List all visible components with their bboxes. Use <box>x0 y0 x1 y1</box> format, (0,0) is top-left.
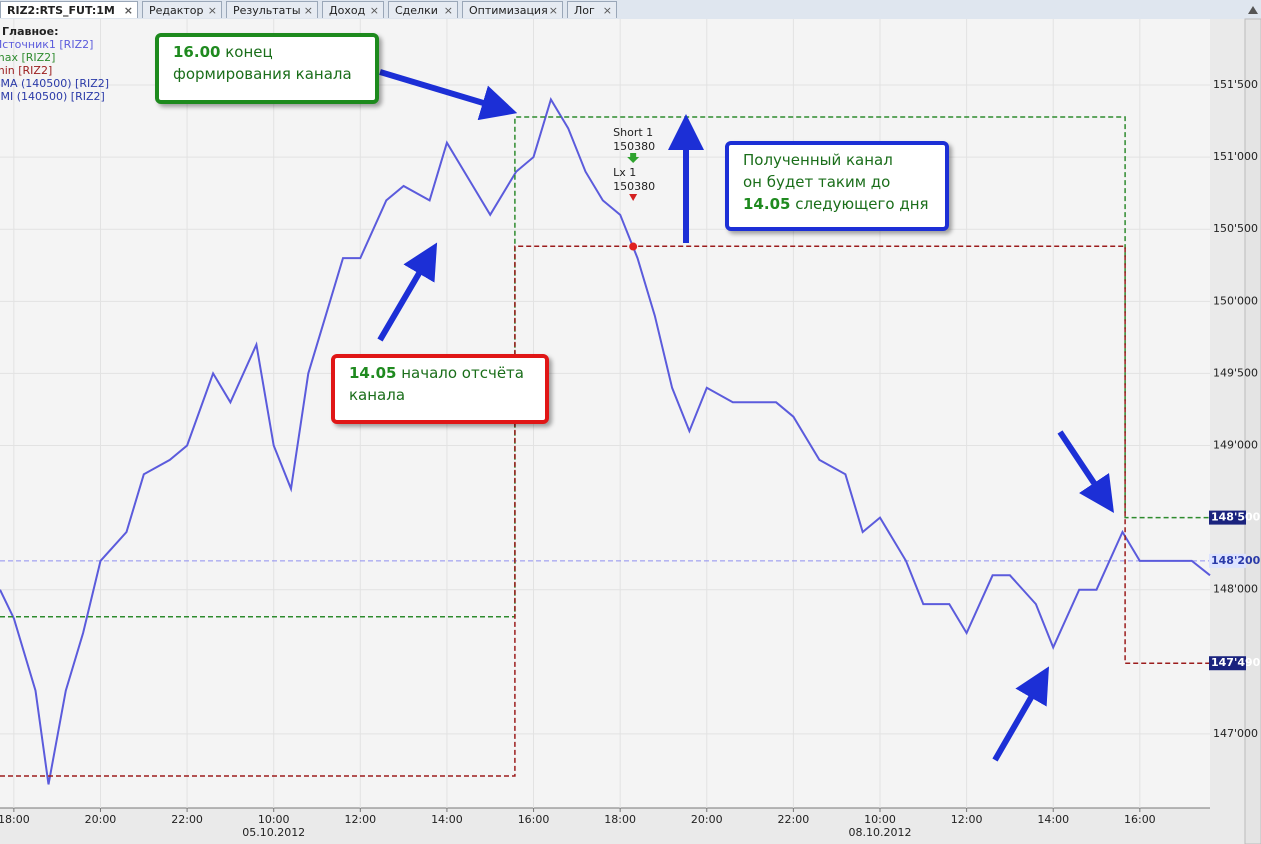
plot-area <box>0 19 1210 808</box>
arrow <box>377 242 438 342</box>
x-tick-label: 12:00 <box>951 813 983 826</box>
date-label: 05.10.2012 <box>242 826 305 839</box>
tab-label: Сделки <box>395 4 438 17</box>
tab-bar: RIZ2:RTS_FUT:1M × Редактор × Результаты × Дохо… <box>0 0 1261 20</box>
tab-label: Лог <box>574 4 595 17</box>
close-tab[interactable]: × <box>369 4 379 17</box>
tab-label: Оптимизация <box>469 4 548 17</box>
annotation: Полученный канал он будет таким до 14.05 с… <box>725 141 949 231</box>
tab-label: Результаты <box>233 4 301 17</box>
price-box <box>1209 656 1246 671</box>
annotation-line: 16.00 конец <box>173 41 361 63</box>
annotation-text: канала <box>349 386 406 404</box>
x-tick-label: 22:00 <box>171 813 203 826</box>
price-axis <box>1210 19 1245 844</box>
annotation-line: формирования канала <box>173 63 361 85</box>
price-box <box>1209 553 1246 568</box>
x-tick-label: 12:00 <box>344 813 376 826</box>
trade-arrow <box>627 153 640 163</box>
x-tick-label: 10:00 <box>258 813 290 826</box>
price-line <box>0 97 1211 785</box>
arrow <box>379 69 518 121</box>
close-tab[interactable]: × <box>443 4 453 17</box>
tab[interactable]: Редактор × <box>142 1 222 18</box>
x-tick-label: 20:00 <box>85 813 117 826</box>
tab[interactable]: Результаты × <box>226 1 318 18</box>
annotation: 16.00 конец формирования канала <box>155 33 379 104</box>
annotation-text: 16.00 <box>173 43 221 61</box>
y-tick-label: 151'500 <box>1213 78 1258 91</box>
legend-item: Источник1 [RIZ2] <box>0 38 93 51</box>
annotation-text: он будет таким до <box>743 173 891 191</box>
x-tick-label: 14:00 <box>1037 813 1069 826</box>
legend-item: DMA (140500) [RIZ2] <box>0 77 109 90</box>
close-tab[interactable]: × <box>303 4 313 17</box>
x-tick-label: 10:00 <box>864 813 896 826</box>
annotation-line: 14.05 следующего дня <box>743 193 931 215</box>
trade-label: Lx 1 <box>613 166 636 179</box>
annotation-text: начало отсчёта <box>396 364 524 382</box>
y-tick-label: 151'000 <box>1213 150 1258 163</box>
legend-heading: Главное: <box>2 25 58 38</box>
price-box <box>1209 510 1246 525</box>
x-tick-label: 16:00 <box>1124 813 1156 826</box>
annotation-text: Полученный канал <box>743 151 893 169</box>
y-tick-label: 148'000 <box>1213 583 1258 596</box>
annotation-text: формирования канала <box>173 65 352 83</box>
tab-label: Редактор <box>149 4 204 17</box>
annotation-line: он будет таким до <box>743 171 931 193</box>
x-tick-label: 18:00 <box>0 813 30 826</box>
arrow <box>992 666 1049 762</box>
tab[interactable]: Сделки × <box>388 1 458 18</box>
price-mark-label: 147'490 <box>1211 656 1261 669</box>
scroll-up[interactable] <box>1248 6 1258 14</box>
price-mark-label: 148'200 <box>1211 554 1261 567</box>
trade-price: 150380 <box>613 140 655 153</box>
annotation-text: 14.05 <box>349 364 397 382</box>
tab[interactable]: Оптимизация × <box>462 1 563 18</box>
tab[interactable]: Лог × <box>567 1 617 18</box>
scrollbar[interactable] <box>1244 18 1261 844</box>
tab[interactable]: RIZ2:RTS_FUT:1M × <box>0 1 138 18</box>
legend-item: DMI (140500) [RIZ2] <box>0 90 105 103</box>
y-tick-label: 147'000 <box>1213 727 1258 740</box>
trade-label: Short 1 <box>613 126 653 139</box>
date-label: 08.10.2012 <box>849 826 912 839</box>
annotation-line: 14.05 начало отсчёта <box>349 362 531 384</box>
y-tick-label: 149'500 <box>1213 366 1258 379</box>
annotation: 14.05 начало отсчёта канала <box>331 354 549 424</box>
close-tab[interactable]: × <box>548 4 558 17</box>
entry-point <box>629 242 638 251</box>
arrow <box>1057 430 1114 513</box>
x-tick-label: 20:00 <box>691 813 723 826</box>
time-axis <box>0 808 1245 844</box>
tab-label: Доход <box>329 4 366 17</box>
annotation-line: Полученный канал <box>743 149 931 171</box>
x-tick-label: 18:00 <box>604 813 636 826</box>
legend-item: max [RIZ2] <box>0 51 55 64</box>
legend-item: min [RIZ2] <box>0 64 52 77</box>
annotation-line: канала <box>349 384 531 406</box>
tab[interactable]: Доход × <box>322 1 384 18</box>
tab-label: RIZ2:RTS_FUT:1M <box>7 4 115 17</box>
trade-price: 150380 <box>613 180 655 193</box>
y-tick-label: 150'000 <box>1213 294 1258 307</box>
annotation-text: следующего дня <box>790 195 929 213</box>
x-tick-label: 22:00 <box>778 813 810 826</box>
annotation-text: конец <box>220 43 273 61</box>
x-tick-label: 14:00 <box>431 813 463 826</box>
close-tab[interactable]: × <box>123 4 133 17</box>
trade-arrow <box>629 194 638 201</box>
y-tick-label: 150'500 <box>1213 222 1258 235</box>
y-tick-label: 149'000 <box>1213 439 1258 452</box>
close-tab[interactable]: × <box>207 4 217 17</box>
price-mark-label: 148'500 <box>1211 511 1261 524</box>
x-tick-label: 16:00 <box>518 813 550 826</box>
annotation-text: 14.05 <box>743 195 791 213</box>
close-tab[interactable]: × <box>602 4 612 17</box>
